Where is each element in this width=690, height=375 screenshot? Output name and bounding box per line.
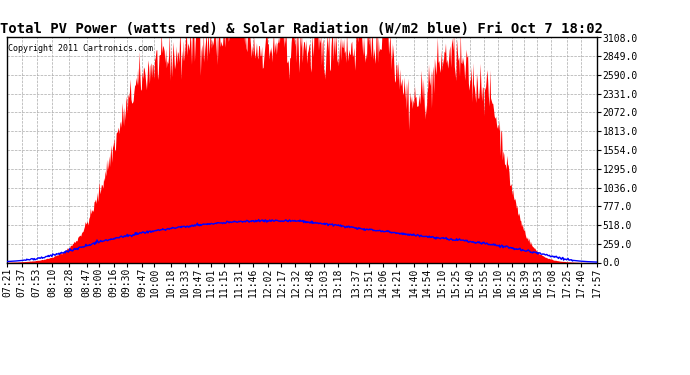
Title: Total PV Power (watts red) & Solar Radiation (W/m2 blue) Fri Oct 7 18:02: Total PV Power (watts red) & Solar Radia… — [1, 22, 603, 36]
Text: Copyright 2011 Cartronics.com: Copyright 2011 Cartronics.com — [8, 44, 153, 53]
